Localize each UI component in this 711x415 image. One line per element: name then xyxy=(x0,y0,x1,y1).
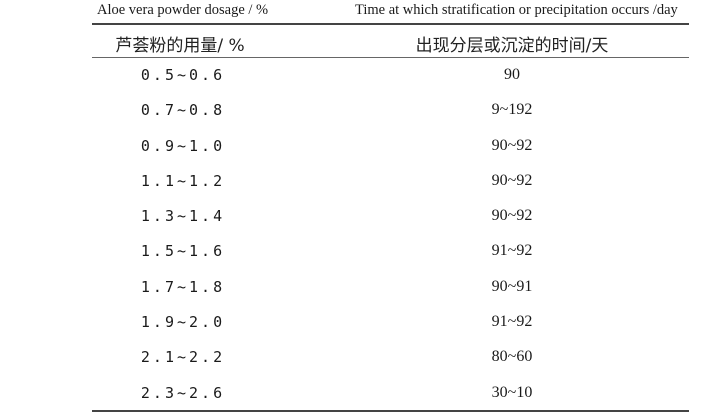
table-row: 1.9~2.0 91~92 xyxy=(92,305,689,340)
table-row: 2.1~2.2 80~60 xyxy=(92,340,689,375)
english-header-row: Aloe vera powder dosage / % Time at whic… xyxy=(0,0,711,22)
table-row: 2.3~2.6 30~10 xyxy=(92,376,689,411)
dosage-cell: 2.1~2.2 xyxy=(140,348,226,367)
english-header-dosage: Aloe vera powder dosage / % xyxy=(97,2,269,18)
dosage-cell: 0.7~0.8 xyxy=(140,101,226,120)
table-row: 1.7~1.8 90~91 xyxy=(92,270,689,305)
dosage-cell: 2.3~2.6 xyxy=(140,383,226,402)
chinese-header-row: 芦荟粉的用量/ % 出现分层或沉淀的时间/天 xyxy=(92,24,689,57)
table-row: 0.5~0.6 90 xyxy=(92,58,689,93)
table-row: 0.7~0.8 9~192 xyxy=(92,93,689,128)
dosage-cell: 0.5~0.6 xyxy=(140,66,226,84)
time-cell: 30~10 xyxy=(491,383,533,401)
table-top-rule xyxy=(92,23,689,25)
time-cell: 90 xyxy=(504,66,520,83)
table-body: 0.5~0.6 90 0.7~0.8 9~192 0.9~1.0 90~92 1… xyxy=(92,58,689,411)
time-cell: 91~92 xyxy=(491,242,533,260)
time-cell: 90~92 xyxy=(491,207,533,225)
table-row: 1.1~1.2 90~92 xyxy=(92,164,689,199)
dosage-cell: 1.5~1.6 xyxy=(140,242,226,261)
time-cell: 80~60 xyxy=(491,348,533,366)
table-row: 1.5~1.6 91~92 xyxy=(92,234,689,269)
table-header-rule xyxy=(92,57,689,58)
dosage-cell: 1.7~1.8 xyxy=(140,277,226,296)
dosage-cell: 1.3~1.4 xyxy=(140,207,226,226)
time-cell: 90~92 xyxy=(491,136,533,154)
dosage-cell: 1.1~1.2 xyxy=(140,171,226,190)
dosage-cell: 0.9~1.0 xyxy=(140,136,226,155)
time-cell: 91~92 xyxy=(491,313,533,331)
table-row: 1.3~1.4 90~92 xyxy=(92,199,689,234)
dosage-cell: 1.9~2.0 xyxy=(140,313,226,332)
english-header-time: Time at which stratification or precipit… xyxy=(355,2,678,18)
chinese-header-time: 出现分层或沉淀的时间/天 xyxy=(415,36,609,56)
time-cell: 90~91 xyxy=(491,277,533,295)
table-bottom-rule xyxy=(92,410,689,412)
time-cell: 9~192 xyxy=(491,101,533,119)
time-cell: 90~92 xyxy=(491,171,533,189)
chinese-header-dosage: 芦荟粉的用量/ % xyxy=(115,36,245,56)
table-row: 0.9~1.0 90~92 xyxy=(92,129,689,164)
